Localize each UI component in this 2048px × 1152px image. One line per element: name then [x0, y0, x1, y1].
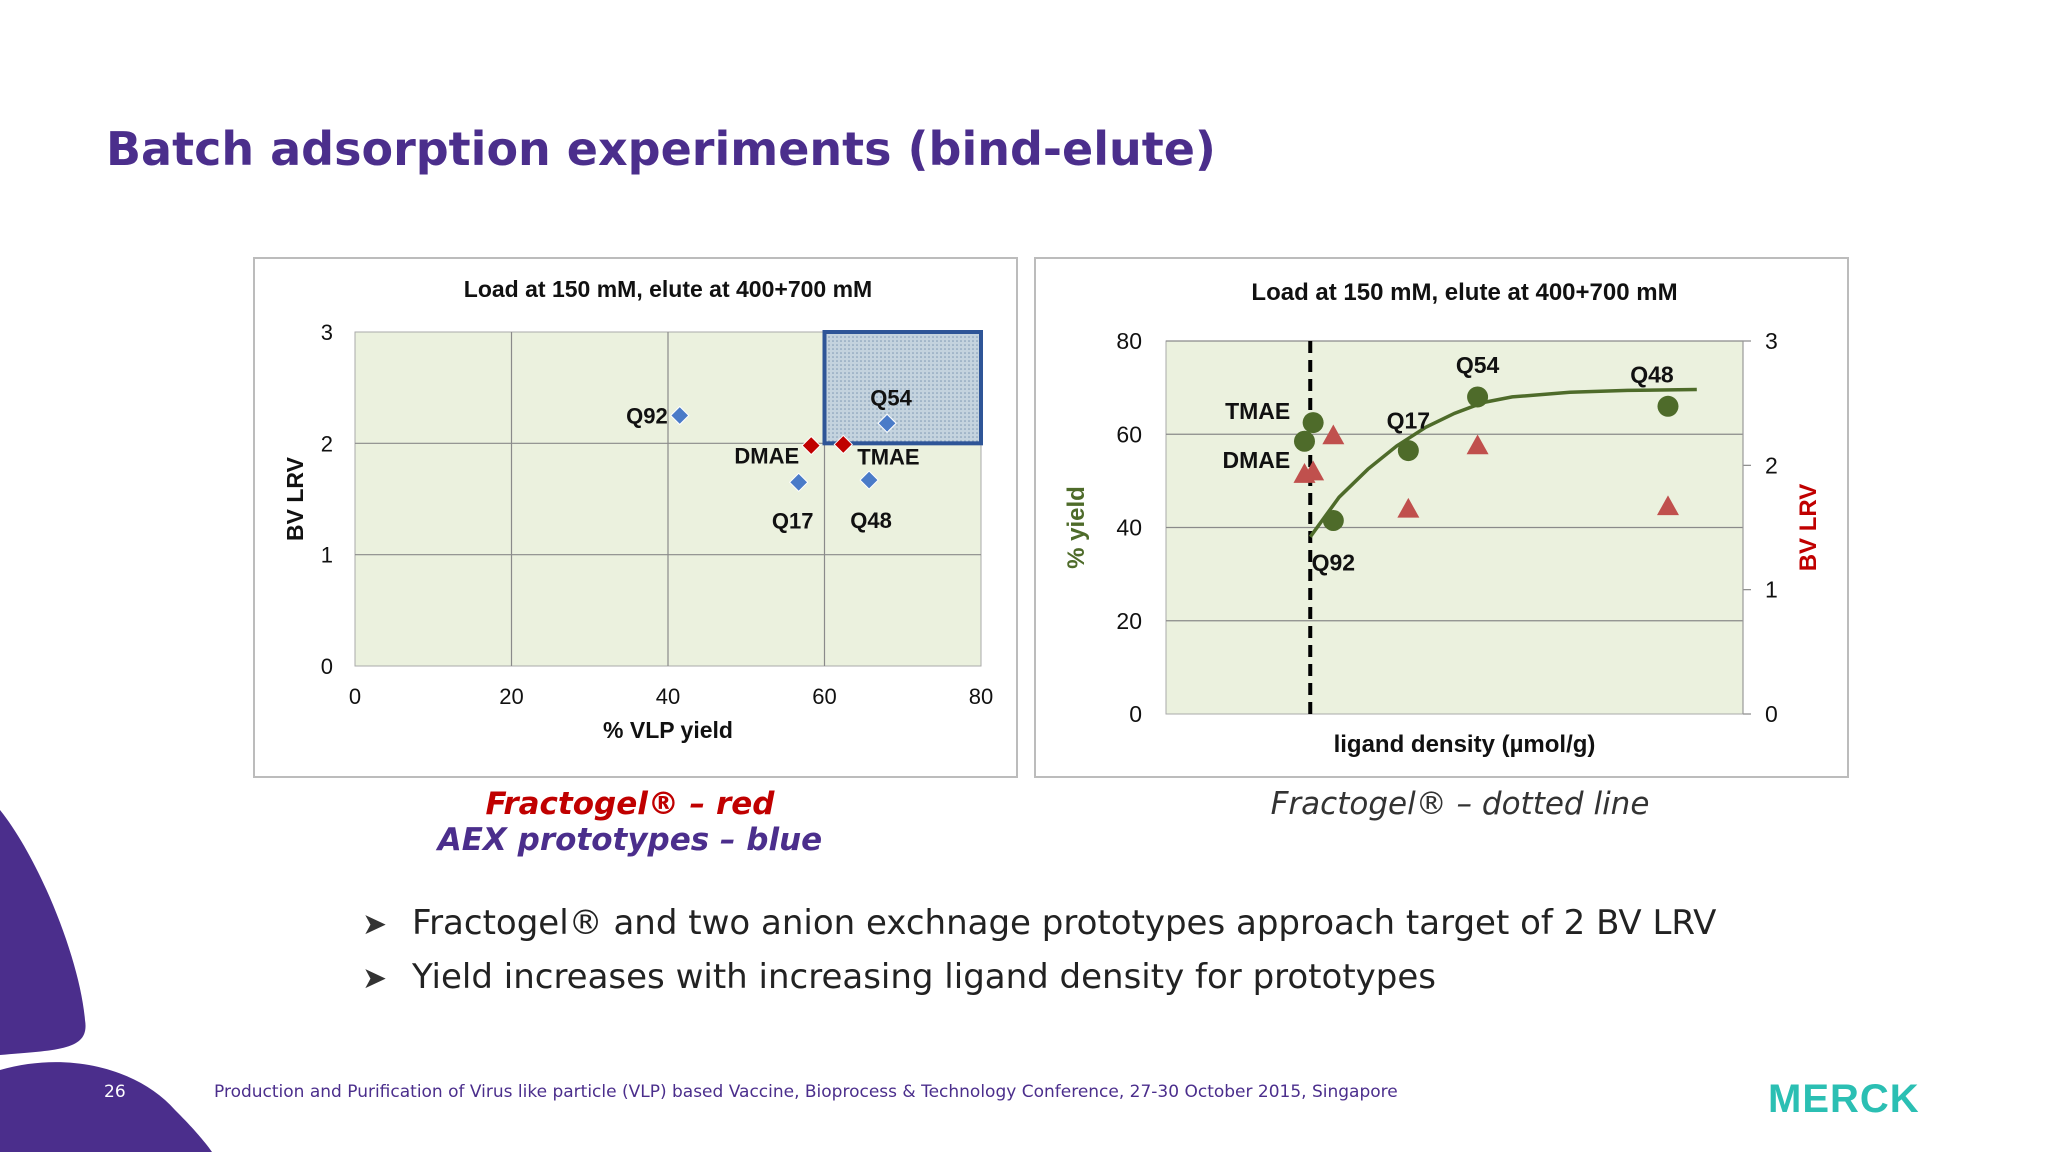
chart1-x-tick: 80 — [969, 684, 993, 709]
chart1-target-border — [822, 330, 983, 446]
chart2-yield-point — [1657, 395, 1679, 417]
chart1-y-tick: 2 — [321, 431, 333, 456]
chart1-target-region — [824, 332, 981, 444]
chart1-point-q17 — [788, 472, 809, 493]
chart2-title: Load at 150 mM, elute at 400+700 mM — [1251, 279, 1677, 306]
caption-fractogel-dotted: Fractogel® – dotted line — [1270, 786, 1650, 822]
chart2-y-tick: 0 — [1129, 701, 1142, 727]
chart1-point-label: TMAE — [857, 444, 919, 469]
arrow-bullet-icon: ➤ — [362, 907, 388, 942]
chart2-point-label: Q17 — [1387, 408, 1430, 434]
chart1-y-tick: 3 — [321, 320, 333, 345]
chart1-point-q48 — [859, 470, 879, 490]
caption-fractogel-red: Fractogel® – red — [485, 786, 775, 822]
chart1-xlabel: % VLP yield — [603, 717, 733, 743]
bullet-item: ➤ Yield increases with increasing ligand … — [362, 950, 1716, 1004]
chart2-y-tick: 40 — [1116, 515, 1142, 541]
chart2-point-label: Q48 — [1630, 361, 1674, 387]
chart1-point-q54 — [877, 413, 897, 434]
svg-text:MERCK: MERCK — [1768, 1078, 1920, 1118]
chart1-x-tick: 0 — [349, 684, 361, 709]
merck-logo: MERCK — [1768, 1078, 1920, 1118]
chart2-y2label: BV LRV — [1795, 484, 1822, 572]
chart1-x-tick: 60 — [812, 684, 836, 709]
chart2-svg: Load at 150 mM, elute at 400+700 mM02040… — [1063, 279, 1822, 758]
chart2-yield-point — [1302, 412, 1324, 434]
chart1-ylabel: BV LRV — [282, 456, 308, 541]
chart-ligand-density: Load at 150 mM, elute at 400+700 mM 0 20 40… — [1034, 257, 1849, 778]
bullet-item: ➤ Fractogel® and two anion exchnage proto… — [362, 896, 1716, 950]
chart1-y-tick: 1 — [321, 543, 333, 568]
chart2-y2-tick: 0 — [1765, 701, 1778, 727]
bullet-text: Fractogel® and two anion exchnage protot… — [412, 903, 1717, 943]
chart1-point-dmae — [801, 435, 821, 456]
chart1-point-label: Q17 — [772, 508, 814, 533]
chart1-title: Load at 150 mM, elute at 400+700 mM — [464, 276, 872, 302]
chart1-x-tick: 40 — [656, 684, 680, 709]
chart2-annotation-dmae: DMAE — [1223, 447, 1291, 473]
chart2-yield-point — [1397, 440, 1419, 462]
chart1-point-tmae — [833, 434, 853, 455]
chart2-point-label: Q92 — [1312, 550, 1355, 576]
chart2-xlabel: ligand density (µmol/g) — [1334, 731, 1596, 758]
chart2-y2-tick: 3 — [1765, 328, 1778, 354]
chart1-point-q92 — [670, 405, 690, 426]
chart2-y-tick: 20 — [1116, 608, 1142, 634]
arrow-bullet-icon: ➤ — [362, 961, 388, 996]
chart2-lrv-point — [1302, 460, 1325, 481]
bullet-list: ➤ Fractogel® and two anion exchnage proto… — [362, 896, 1716, 1004]
chart2-yield-point — [1293, 430, 1315, 452]
chart2-yield-point — [1322, 510, 1344, 532]
chart1-y-tick: 0 — [321, 654, 333, 679]
chart2-ylabel: % yield — [1063, 486, 1090, 569]
chart1-point-label: Q92 — [626, 404, 668, 429]
chart2-y2-tick: 2 — [1765, 452, 1778, 478]
chart1-svg: Load at 150 mM, elute at 400+700 mM0 20 40… — [282, 276, 993, 743]
purple-corner-decoration — [0, 810, 212, 1152]
chart2-annotation-tmae: TMAE — [1225, 398, 1290, 424]
page-number: 26 — [104, 1082, 126, 1102]
chart2-lrv-point — [1322, 424, 1345, 445]
chart2-y-tick: 80 — [1116, 328, 1142, 354]
chart2-lrv-point — [1656, 495, 1679, 516]
footer-text: Production and Purification of Virus lik… — [214, 1082, 1398, 1102]
chart1-x-tick: 20 — [499, 684, 523, 709]
chart2-trend-line — [1308, 387, 1697, 538]
chart1-point-label: DMAE — [734, 444, 799, 469]
caption-aex-blue: AEX prototypes – blue — [437, 822, 823, 858]
chart2-lrv-point — [1466, 434, 1489, 455]
bullet-text: Yield increases with increasing ligand d… — [412, 957, 1436, 997]
chart2-yield-point — [1467, 386, 1489, 408]
chart2-lrv-point — [1397, 497, 1420, 518]
chart2-y-tick: 60 — [1116, 421, 1142, 447]
chart1-point-label: Q48 — [850, 508, 892, 533]
chart-yield-vs-lrv: Load at 150 mM, elute at 400+700 mM 0 20 40… — [253, 257, 1018, 778]
chart2-y2-tick: 1 — [1765, 577, 1778, 603]
slide-title: Batch adsorption experiments (bind-elute… — [106, 122, 1216, 176]
chart2-point-label: Q54 — [1456, 352, 1500, 378]
chart1-point-label: Q54 — [870, 385, 912, 410]
